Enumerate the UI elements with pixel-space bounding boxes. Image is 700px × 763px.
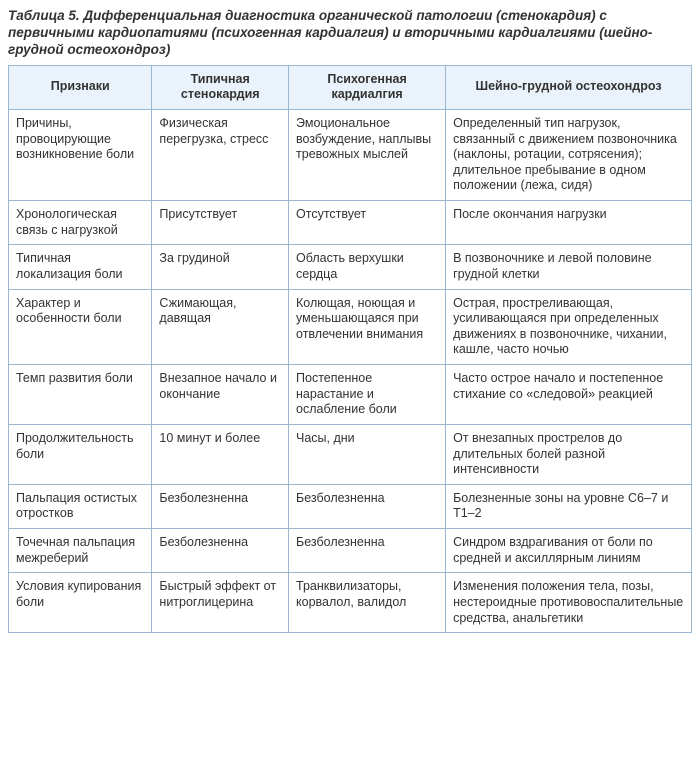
table-row: Типичная локализация боли За грудиной Об…	[9, 245, 692, 289]
diagnosis-table: Признаки Типичная стенокардия Психогенна…	[8, 65, 692, 634]
table-row: Условия купирования боли Быстрый эффект …	[9, 573, 692, 633]
header-row: Признаки Типичная стенокардия Психогенна…	[9, 65, 692, 109]
row-label: Хронологическая связь с нагрузкой	[9, 201, 152, 245]
cell: Синдром вздрагивания от боли по средней …	[446, 529, 692, 573]
table-row: Характер и особенности боли Сжимающая, д…	[9, 289, 692, 365]
table-row: Точечная пальпация межреберий Безболезне…	[9, 529, 692, 573]
row-label: Характер и особенности боли	[9, 289, 152, 365]
cell: Область верхушки сердца	[289, 245, 446, 289]
cell: Определенный тип нагрузок, связанный с д…	[446, 109, 692, 200]
cell: 10 минут и более	[152, 424, 289, 484]
cell: Колющая, ноющая и уменьшающаяся при отвл…	[289, 289, 446, 365]
cell: Быстрый эффект от нитроглицерина	[152, 573, 289, 633]
cell: Безболезненна	[152, 484, 289, 528]
cell: В позвоночнике и левой половине грудной …	[446, 245, 692, 289]
cell: Внезапное начало и окончание	[152, 365, 289, 425]
table-row: Хронологическая связь с нагрузкой Присут…	[9, 201, 692, 245]
col-header: Типичная стенокардия	[152, 65, 289, 109]
cell: От внезапных прострелов до длительных бо…	[446, 424, 692, 484]
cell: Изменения положения тела, позы, нестерои…	[446, 573, 692, 633]
cell: За грудиной	[152, 245, 289, 289]
table-caption: Таблица 5. Дифференциальная диагностика …	[8, 8, 692, 59]
cell: Часто острое начало и постепенное стихан…	[446, 365, 692, 425]
row-label: Точечная пальпация межреберий	[9, 529, 152, 573]
cell: После окончания нагрузки	[446, 201, 692, 245]
row-label: Пальпация остистых отростков	[9, 484, 152, 528]
cell: Безболезненна	[289, 484, 446, 528]
col-header: Психогенная кардиалгия	[289, 65, 446, 109]
cell: Острая, простреливающая, усиливающаяся п…	[446, 289, 692, 365]
cell: Безболезненна	[289, 529, 446, 573]
row-label: Причины, провоцирующие возникновение бол…	[9, 109, 152, 200]
table-row: Причины, провоцирующие возникновение бол…	[9, 109, 692, 200]
col-header: Шейно-грудной остеохондроз	[446, 65, 692, 109]
cell: Отсутствует	[289, 201, 446, 245]
cell: Эмоциональное возбуждение, наплывы трево…	[289, 109, 446, 200]
col-header: Признаки	[9, 65, 152, 109]
row-label: Типичная локализация боли	[9, 245, 152, 289]
row-label: Продолжительность боли	[9, 424, 152, 484]
cell: Транквилизаторы, корвалол, валидол	[289, 573, 446, 633]
cell: Постепенное нарастание и ослабление боли	[289, 365, 446, 425]
table-row: Темп развития боли Внезапное начало и ок…	[9, 365, 692, 425]
table-row: Пальпация остистых отростков Безболезнен…	[9, 484, 692, 528]
cell: Часы, дни	[289, 424, 446, 484]
cell: Физическая перегрузка, стресс	[152, 109, 289, 200]
cell: Сжимающая, давящая	[152, 289, 289, 365]
table-row: Продолжительность боли 10 минут и более …	[9, 424, 692, 484]
row-label: Условия купирования боли	[9, 573, 152, 633]
cell: Присутствует	[152, 201, 289, 245]
cell: Безболезненна	[152, 529, 289, 573]
row-label: Темп развития боли	[9, 365, 152, 425]
cell: Болезненные зоны на уровне С6–7 и Т1–2	[446, 484, 692, 528]
